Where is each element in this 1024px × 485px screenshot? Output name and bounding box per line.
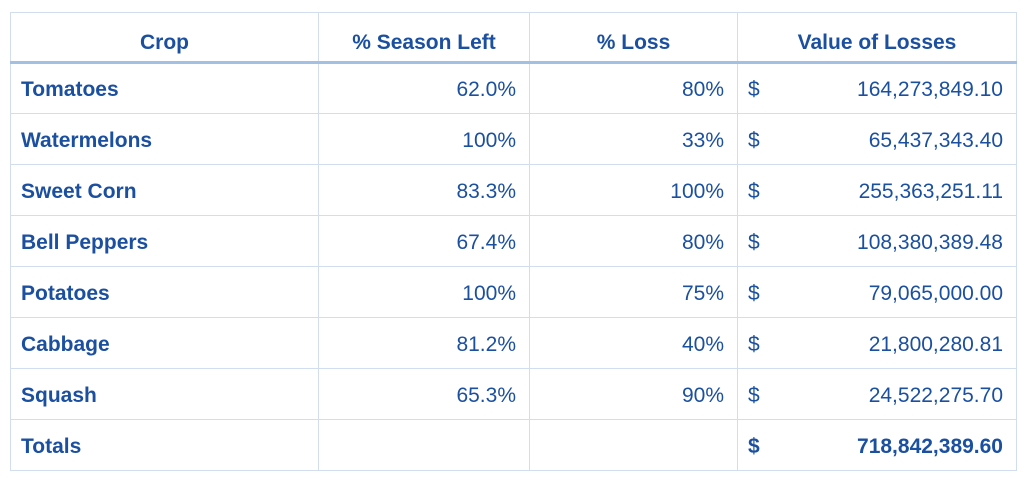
crop-name: Tomatoes <box>10 62 319 114</box>
loss-value: 90% <box>529 368 738 420</box>
value-of-losses-cell: $ 24,522,275.70 <box>737 368 1017 420</box>
losses-amount: 65,437,343.40 <box>868 129 1003 152</box>
value-of-losses-cell: $ 65,437,343.40 <box>737 113 1017 165</box>
header-value-of-losses: Value of Losses <box>737 12 1017 64</box>
season-left-value: 100% <box>318 266 530 318</box>
header-row: Crop % Season Left % Loss Value of Losse… <box>10 12 1017 64</box>
losses-amount: 255,363,251.11 <box>858 180 1003 203</box>
table-row-sweet-corn: Sweet Corn 83.3% 100% $ 255,363,251.11 <box>10 164 1017 216</box>
currency-symbol: $ <box>748 333 760 356</box>
season-left-value: 67.4% <box>318 215 530 267</box>
currency-symbol: $ <box>748 435 760 458</box>
currency-symbol: $ <box>748 180 760 203</box>
season-left-value: 65.3% <box>318 368 530 420</box>
table-row-cabbage: Cabbage 81.2% 40% $ 21,800,280.81 <box>10 317 1017 369</box>
table-row-bell-peppers: Bell Peppers 67.4% 80% $ 108,380,389.48 <box>10 215 1017 267</box>
table-header: Crop % Season Left % Loss Value of Losse… <box>10 12 1017 64</box>
season-left-value: 62.0% <box>318 62 530 114</box>
currency-symbol: $ <box>748 129 760 152</box>
totals-season-left-empty <box>318 419 530 471</box>
loss-value: 75% <box>529 266 738 318</box>
header-crop: Crop <box>10 12 319 64</box>
value-of-losses-cell: $ 164,273,849.10 <box>737 62 1017 114</box>
crop-losses-table: Crop % Season Left % Loss Value of Losse… <box>10 12 1017 471</box>
header-loss: % Loss <box>529 12 738 64</box>
loss-value: 80% <box>529 62 738 114</box>
loss-value: 100% <box>529 164 738 216</box>
losses-amount: 24,522,275.70 <box>868 384 1003 407</box>
losses-amount: 21,800,280.81 <box>868 333 1003 356</box>
totals-label: Totals <box>10 419 319 471</box>
value-of-losses-cell: $ 108,380,389.48 <box>737 215 1017 267</box>
losses-amount: 79,065,000.00 <box>868 282 1003 305</box>
crop-name: Bell Peppers <box>10 215 319 267</box>
crop-name: Watermelons <box>10 113 319 165</box>
table-row-potatoes: Potatoes 100% 75% $ 79,065,000.00 <box>10 266 1017 318</box>
crop-name: Cabbage <box>10 317 319 369</box>
table-body: Tomatoes 62.0% 80% $ 164,273,849.10 Wate… <box>10 62 1017 471</box>
crop-name: Squash <box>10 368 319 420</box>
totals-loss-empty <box>529 419 738 471</box>
currency-symbol: $ <box>748 78 760 101</box>
table-row-watermelons: Watermelons 100% 33% $ 65,437,343.40 <box>10 113 1017 165</box>
loss-value: 80% <box>529 215 738 267</box>
value-of-losses-cell: $ 79,065,000.00 <box>737 266 1017 318</box>
loss-value: 40% <box>529 317 738 369</box>
crop-losses-table-wrap: Crop % Season Left % Loss Value of Losse… <box>10 12 1017 471</box>
header-season-left: % Season Left <box>318 12 530 64</box>
table-row-totals: Totals $ 718,842,389.60 <box>10 419 1017 471</box>
currency-symbol: $ <box>748 231 760 254</box>
loss-value: 33% <box>529 113 738 165</box>
totals-value-of-losses-cell: $ 718,842,389.60 <box>737 419 1017 471</box>
season-left-value: 100% <box>318 113 530 165</box>
value-of-losses-cell: $ 255,363,251.11 <box>737 164 1017 216</box>
value-of-losses-cell: $ 21,800,280.81 <box>737 317 1017 369</box>
table-row-tomatoes: Tomatoes 62.0% 80% $ 164,273,849.10 <box>10 62 1017 114</box>
crop-name: Potatoes <box>10 266 319 318</box>
losses-amount: 108,380,389.48 <box>857 231 1003 254</box>
season-left-value: 83.3% <box>318 164 530 216</box>
currency-symbol: $ <box>748 384 760 407</box>
season-left-value: 81.2% <box>318 317 530 369</box>
losses-amount: 164,273,849.10 <box>857 78 1003 101</box>
table-row-squash: Squash 65.3% 90% $ 24,522,275.70 <box>10 368 1017 420</box>
crop-name: Sweet Corn <box>10 164 319 216</box>
currency-symbol: $ <box>748 282 760 305</box>
totals-losses-amount: 718,842,389.60 <box>857 435 1003 458</box>
